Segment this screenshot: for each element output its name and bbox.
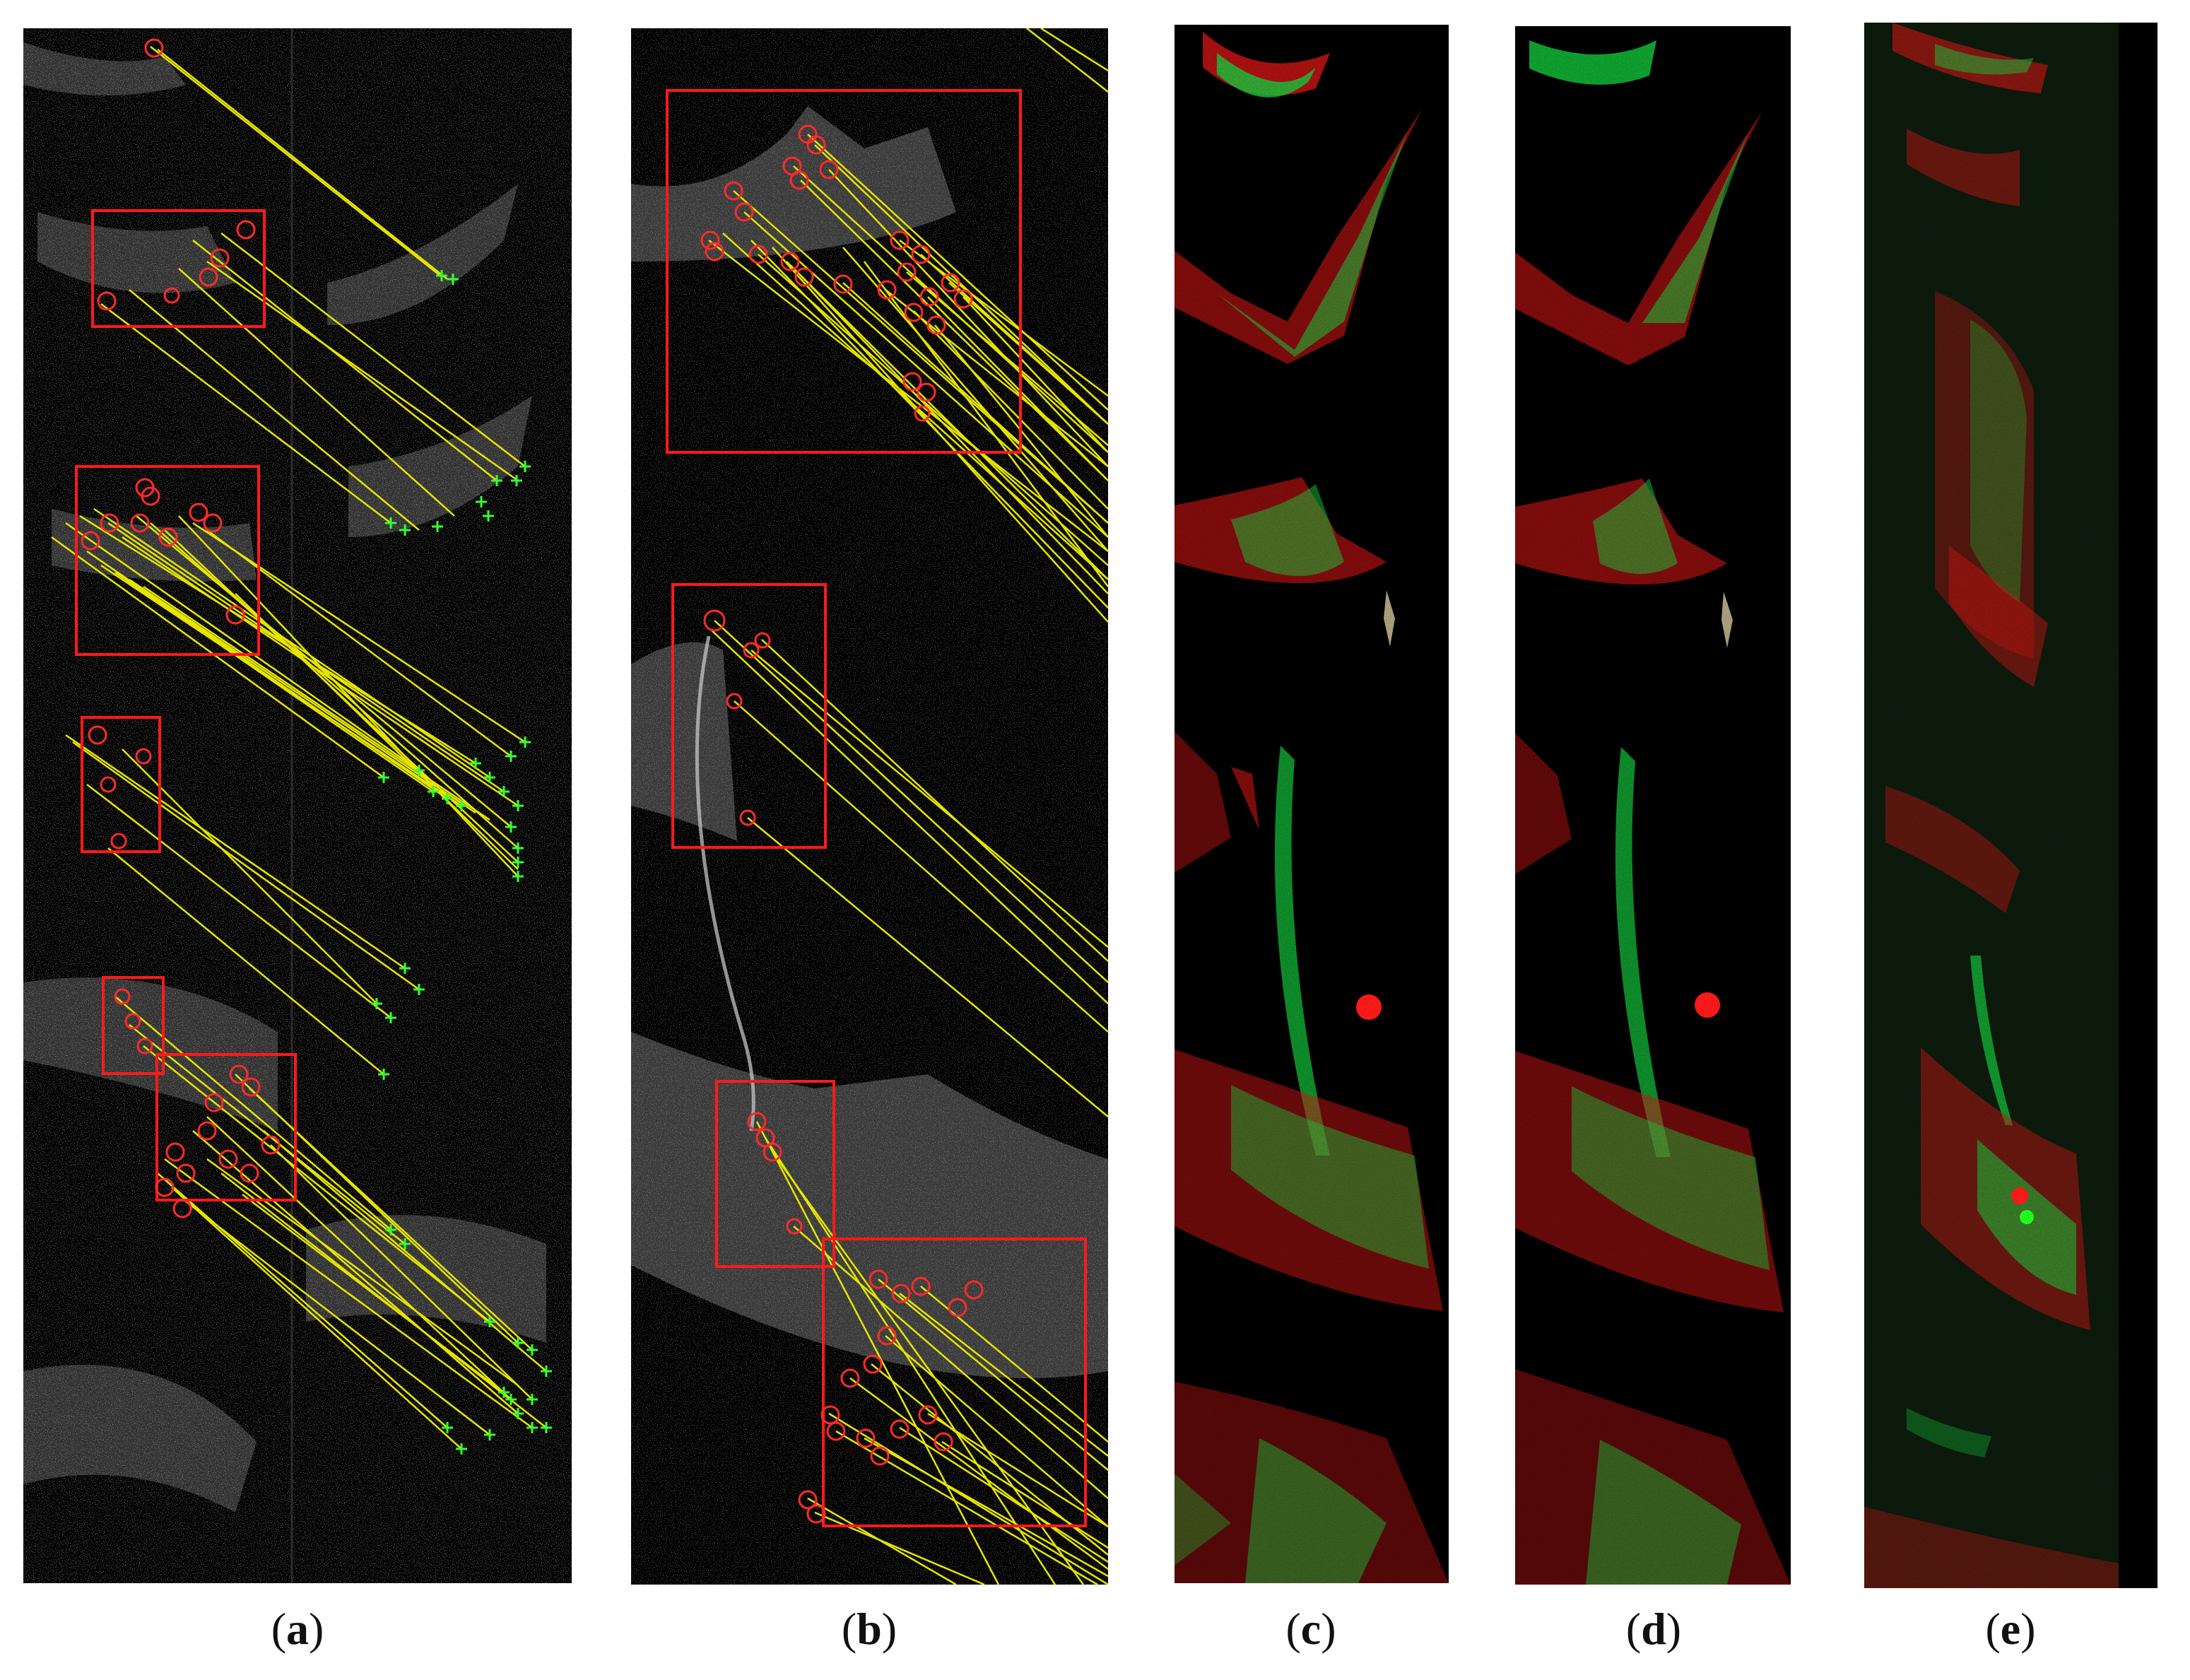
caption-e: (e) [1985,1604,2036,1654]
caption-b: (b) [841,1604,897,1654]
caption-d: (d) [1625,1604,1682,1654]
panel-c-overlay [1175,25,1449,1583]
keypoint-circles [81,38,281,1218]
keypoint-crosses [371,270,552,1455]
keypoint-circles [700,124,984,1524]
caption-c: (c) [1285,1604,1336,1654]
panel-e-overlay [1864,23,2157,1588]
roi-boxes [75,209,297,1202]
panel-a-image [23,28,572,1583]
match-lines [708,28,1108,1585]
panel-d-overlay [1515,26,1791,1585]
roi-boxes [666,89,1087,1527]
panel-b-image [631,28,1108,1585]
caption-a: (a) [271,1604,324,1654]
